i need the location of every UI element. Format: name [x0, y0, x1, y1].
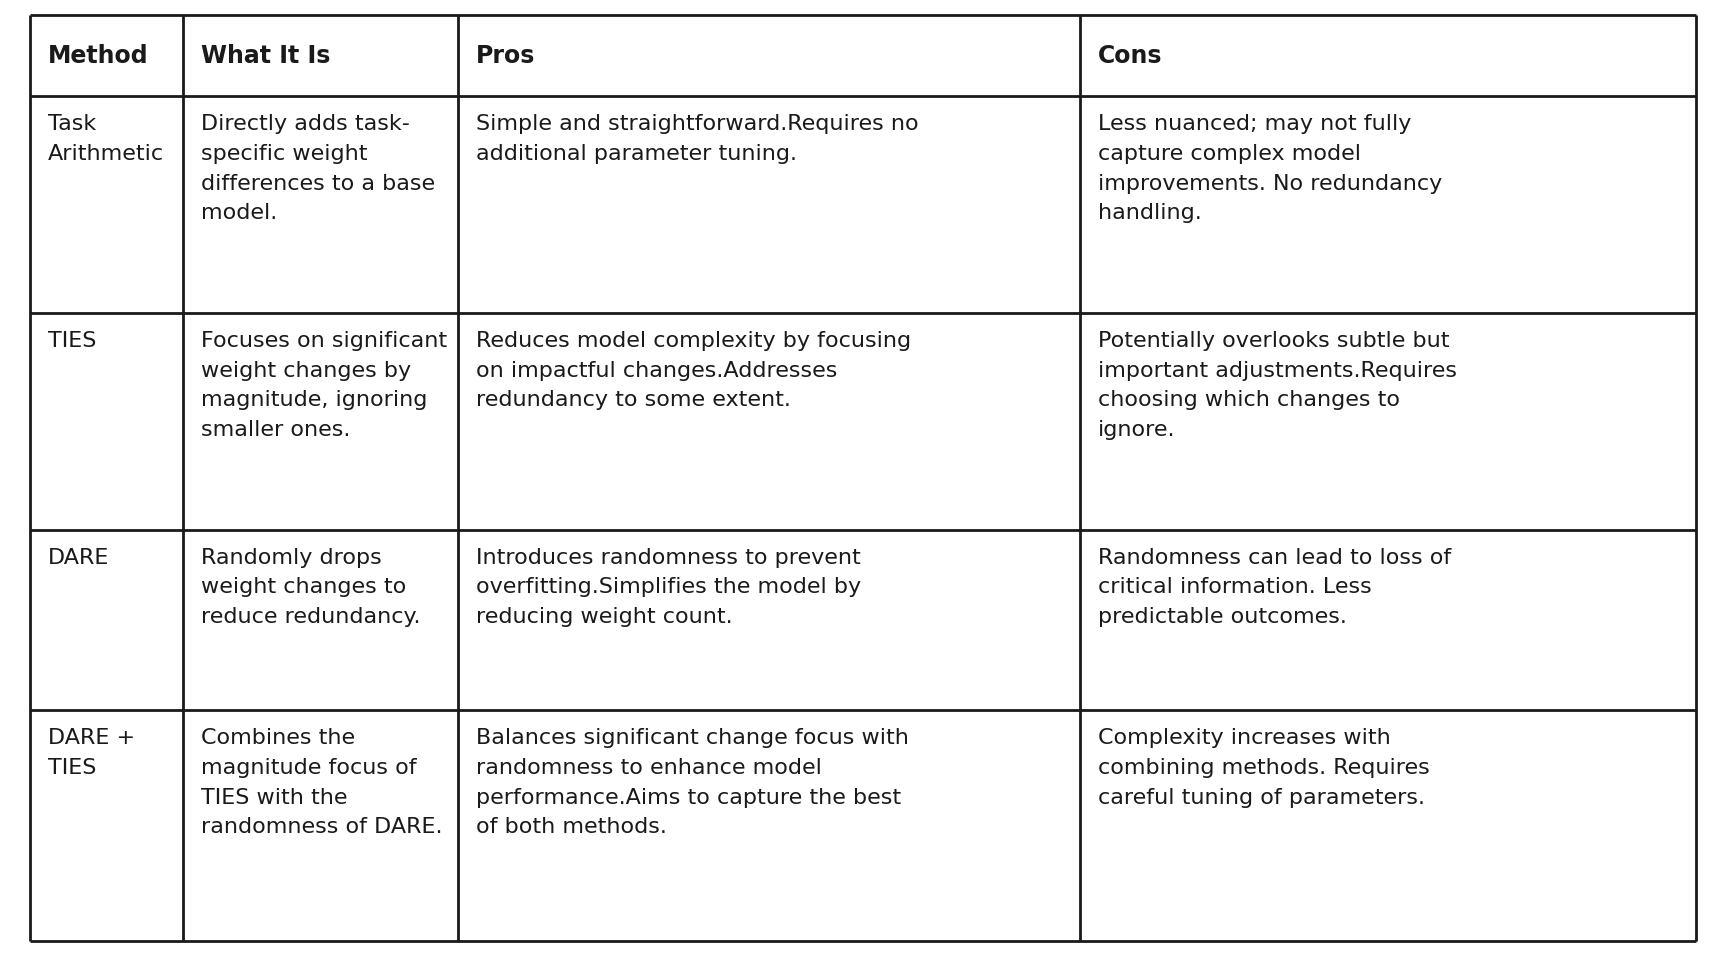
Text: Reduces model complexity by focusing
on impactful changes.Addresses
redundancy t: Reduces model complexity by focusing on … — [476, 331, 911, 410]
Text: Complexity increases with
combining methods. Requires
careful tuning of paramete: Complexity increases with combining meth… — [1098, 728, 1429, 808]
Text: Less nuanced; may not fully
capture complex model
improvements. No redundancy
ha: Less nuanced; may not fully capture comp… — [1098, 115, 1441, 224]
Text: Directly adds task-
specific weight
differences to a base
model.: Directly adds task- specific weight diff… — [202, 115, 435, 224]
Text: Balances significant change focus with
randomness to enhance model
performance.A: Balances significant change focus with r… — [476, 728, 910, 837]
Text: Method: Method — [48, 44, 148, 68]
Text: TIES: TIES — [48, 331, 97, 351]
Text: Potentially overlooks subtle but
important adjustments.Requires
choosing which c: Potentially overlooks subtle but importa… — [1098, 331, 1457, 440]
Text: Simple and straightforward.Requires no
additional parameter tuning.: Simple and straightforward.Requires no a… — [476, 115, 918, 164]
Text: Cons: Cons — [1098, 44, 1162, 68]
Text: What It Is: What It Is — [202, 44, 331, 68]
Text: Introduces randomness to prevent
overfitting.Simplifies the model by
reducing we: Introduces randomness to prevent overfit… — [476, 548, 861, 627]
Text: DARE +
TIES: DARE + TIES — [48, 728, 135, 778]
Text: Randomly drops
weight changes to
reduce redundancy.: Randomly drops weight changes to reduce … — [202, 548, 421, 627]
Text: Randomness can lead to loss of
critical information. Less
predictable outcomes.: Randomness can lead to loss of critical … — [1098, 548, 1452, 627]
Text: DARE: DARE — [48, 548, 109, 568]
Text: Combines the
magnitude focus of
TIES with the
randomness of DARE.: Combines the magnitude focus of TIES wit… — [202, 728, 444, 837]
Text: Task
Arithmetic: Task Arithmetic — [48, 115, 164, 164]
Text: Pros: Pros — [476, 44, 535, 68]
Text: Focuses on significant
weight changes by
magnitude, ignoring
smaller ones.: Focuses on significant weight changes by… — [202, 331, 447, 440]
